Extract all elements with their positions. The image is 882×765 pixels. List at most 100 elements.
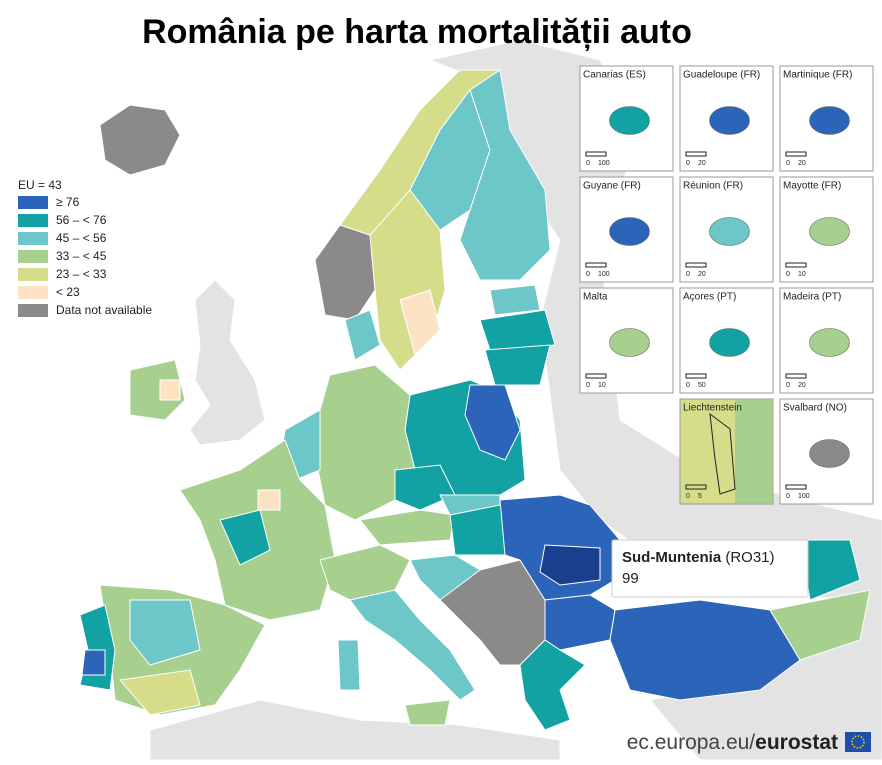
legend-swatch [18,232,48,245]
inset-scale-end: 20 [798,160,806,167]
inset-scale-start: 0 [586,160,590,167]
sardinia [337,639,361,691]
poland-east [464,384,521,461]
finland [459,69,551,281]
ireland [129,359,186,421]
inset-scale-start: 0 [786,493,790,500]
legend-swatch [18,214,48,227]
france-region [219,509,271,566]
tooltip-box [611,539,809,598]
inset-scale-end: 100 [798,493,810,500]
bulgaria [544,594,616,651]
inset-scale-start: 0 [786,271,790,278]
inset-scale-start: 0 [786,382,790,389]
eu-flag [845,732,871,752]
legend-label: Data not available [56,303,152,317]
inset-scalebar [785,262,807,268]
inset-title: Guyane (FR) [583,181,641,192]
inset-title: Açores (PT) [683,292,736,303]
source-domain: ec.europa.eu/ [627,731,756,754]
spain-region [129,599,201,666]
ireland-region [159,379,181,401]
inset-title: Madeira (PT) [783,292,841,303]
inset-scale-start: 0 [686,382,690,389]
inset-scalebar [785,484,807,490]
inset-title: Guadeloupe (FR) [683,70,760,81]
sicily [404,699,451,726]
inset-scale-start: 0 [686,493,690,500]
tooltip-value: 99 [622,570,639,587]
sud-muntenia [539,544,601,586]
inset-scale-end: 5 [698,493,702,500]
norway-south [314,224,376,321]
east-region [769,589,871,661]
turkey-region [609,599,801,701]
inset-title: Réunion (FR) [683,181,743,192]
inset-shape [709,412,736,495]
legend-swatch [18,304,48,317]
legend-label: 33 – < 45 [56,249,107,263]
inset-scalebar [785,151,807,157]
source: ec.europa.eu/eurostat [627,731,838,754]
lithuania [484,344,551,386]
inset-scale-end: 50 [698,382,706,389]
inset-scale-start: 0 [586,382,590,389]
inset-shape [809,439,850,468]
estonia [489,284,541,316]
inset-shape [609,106,650,135]
tooltip: Sud-Muntenia (RO31) 99 [611,539,809,598]
tooltip-title: Sud-Muntenia (RO31) [622,549,775,566]
inset-title: Liechtenstein [683,403,742,414]
inset-scale-start: 0 [786,160,790,167]
inset-scalebar [585,373,607,379]
inset-scale-start: 0 [586,271,590,278]
eu-stars [851,735,865,749]
inset-scalebar [685,484,707,490]
inset-shape [809,328,850,357]
sweden-region [399,289,441,356]
inset-scalebar [585,151,607,157]
inset-scale-end: 10 [598,382,606,389]
inset-shape [809,106,850,135]
latvia [479,309,556,351]
source-brand: eurostat [755,731,838,754]
inset-shape [709,328,750,357]
legend-label: < 23 [56,285,80,299]
inset-title: Martinique (FR) [783,70,852,81]
inset-scalebar [685,373,707,379]
legend-label: ≥ 76 [56,195,80,209]
inset-title: Svalbard (NO) [783,403,847,414]
africa [149,699,561,761]
legend-swatch [18,286,48,299]
inset-scalebar [685,262,707,268]
tooltip-region: Sud-Muntenia [622,549,722,566]
inset-scalebar [685,151,707,157]
inset-scale-start: 0 [686,160,690,167]
czechia [394,464,456,511]
legend-label: 45 – < 56 [56,231,107,245]
inset-title: Canarias (ES) [583,70,646,81]
austria [359,509,456,546]
portugal-region [81,649,106,676]
inset-neighbour [735,400,772,503]
inset-scale-end: 10 [798,271,806,278]
iceland [99,104,181,176]
inset-scale-end: 20 [698,160,706,167]
legend-swatch [18,268,48,281]
inset-scale-end: 100 [598,160,610,167]
legend-title: EU = 43 [18,178,62,192]
inset-shape [709,217,750,246]
inset-scalebar [785,373,807,379]
legend-label: 56 – < 76 [56,213,107,227]
inset-shape [809,217,850,246]
inset-shape [609,328,650,357]
inset-frame [779,287,874,394]
inset-title: Malta [583,292,608,303]
legend-swatch [18,196,48,209]
greece [519,639,586,731]
inset-scale-start: 0 [686,271,690,278]
france-region2 [257,489,281,511]
